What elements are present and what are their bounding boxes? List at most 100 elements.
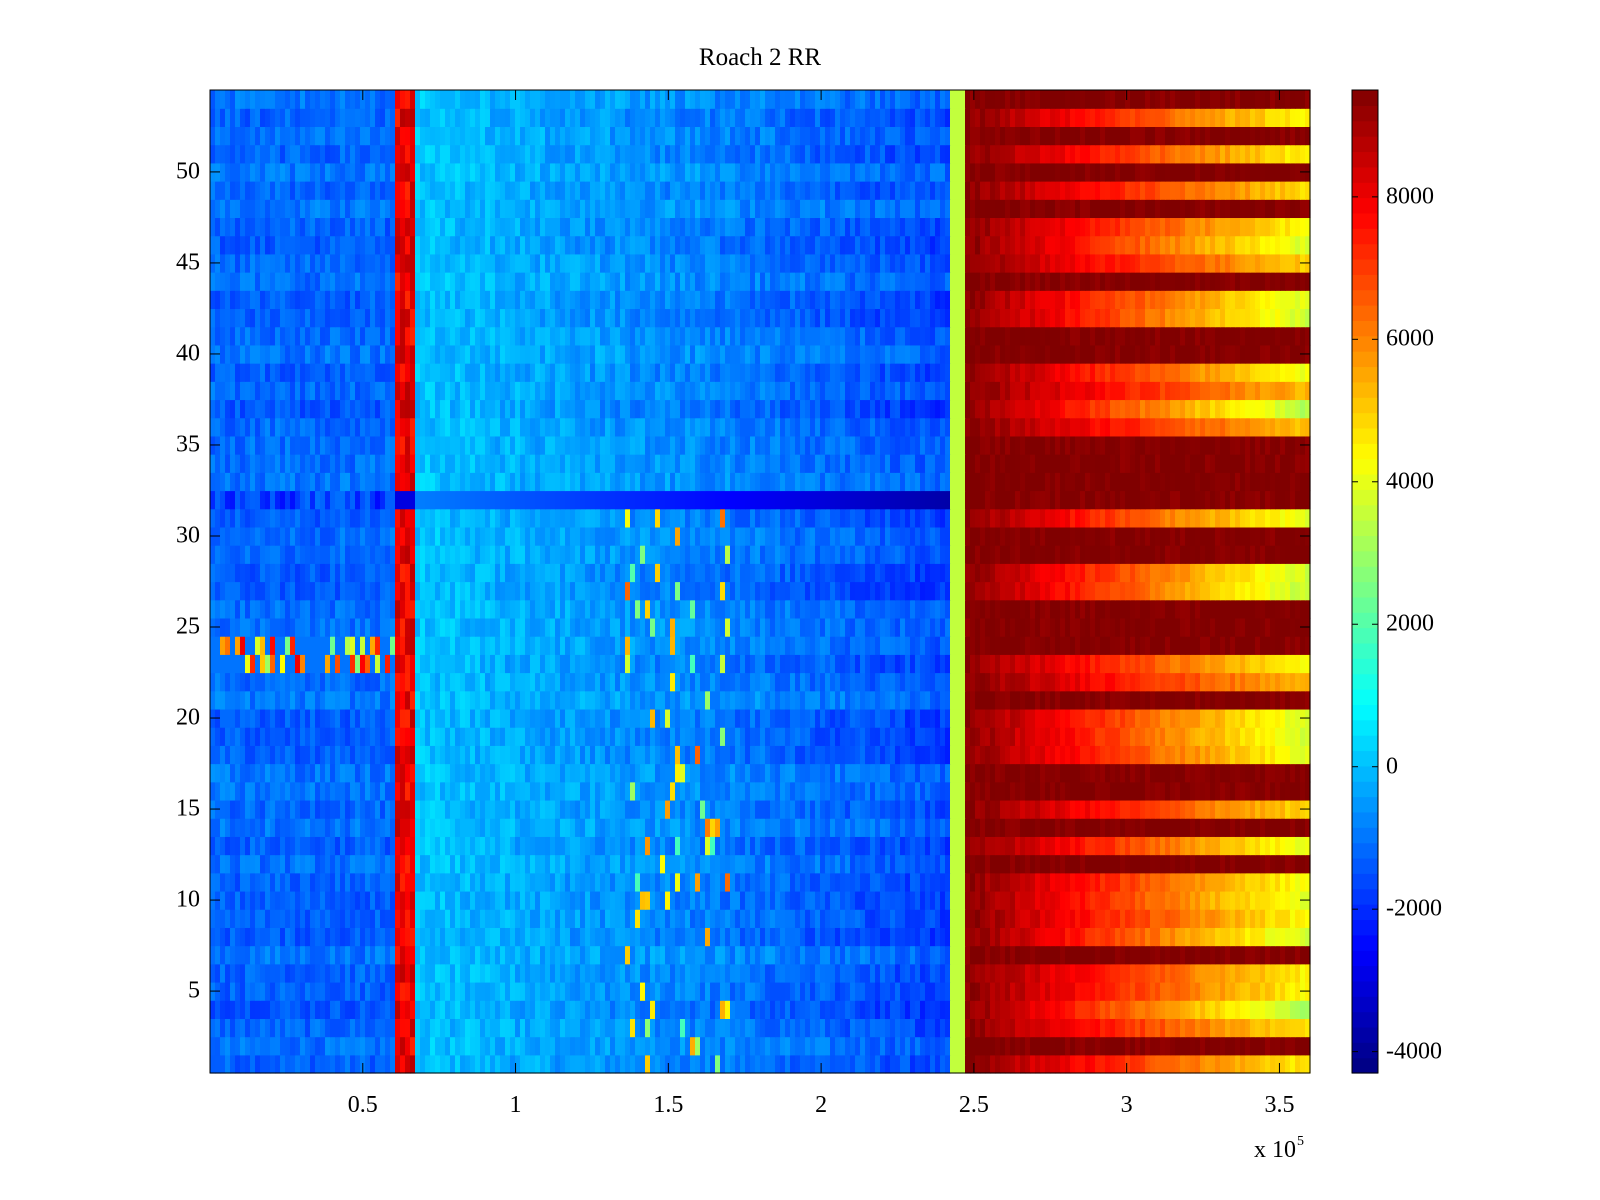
heatmap-cell: [400, 872, 406, 892]
heatmap-cell: [355, 836, 361, 856]
heatmap-cell: [505, 745, 511, 765]
heatmap-cell: [950, 836, 956, 856]
heatmap-cell: [1110, 981, 1116, 1001]
heatmap-plot-area[interactable]: [210, 90, 1311, 1074]
heatmap-cell: [560, 799, 566, 819]
heatmap-cell: [560, 654, 566, 674]
heatmap-cell: [960, 690, 966, 710]
heatmap-cell: [385, 872, 391, 892]
heatmap-cell: [655, 909, 661, 928]
heatmap-cell: [695, 818, 701, 837]
heatmap-cell: [815, 1054, 821, 1074]
heatmap-cell: [890, 981, 896, 1001]
heatmap-cell: [730, 1000, 736, 1019]
heatmap-cell: [730, 872, 736, 892]
heatmap-cell: [245, 690, 251, 710]
heatmap-cell: [1275, 781, 1281, 801]
heatmap-cell: [1210, 854, 1216, 874]
heatmap-cell: [590, 690, 596, 710]
heatmap-cell: [370, 1054, 376, 1074]
heatmap-cell: [920, 1000, 926, 1019]
heatmap-cell: [710, 727, 716, 746]
heatmap-cell: [825, 1036, 831, 1056]
heatmap-cell: [1165, 1036, 1171, 1056]
heatmap-cell: [625, 854, 631, 874]
heatmap-cell: [500, 836, 506, 856]
heatmap-cell: [485, 927, 491, 947]
heatmap-cell: [1095, 981, 1101, 1001]
heatmap-cell: [760, 1036, 766, 1056]
heatmap-cell: [545, 1054, 551, 1074]
heatmap-cell: [1280, 872, 1286, 892]
heatmap-cell: [530, 818, 536, 837]
heatmap-cell: [835, 708, 841, 728]
heatmap-cell: [830, 708, 836, 728]
heatmap-cell: [1140, 1018, 1146, 1038]
heatmap-cell: [215, 818, 221, 837]
heatmap-cell: [1045, 1000, 1051, 1019]
heatmap-cell: [875, 927, 881, 947]
heatmap-cell: [480, 763, 486, 783]
heatmap-cell: [1170, 745, 1176, 765]
heatmap-cell: [770, 1054, 776, 1074]
heatmap-cell: [1250, 763, 1256, 783]
heatmap-cell: [1265, 981, 1271, 1001]
heatmap-cell: [915, 799, 921, 819]
heatmap-cell: [305, 945, 311, 965]
heatmap-cell: [380, 836, 386, 856]
heatmap-cell: [815, 909, 821, 928]
heatmap-cell: [375, 854, 381, 874]
heatmap-cell: [400, 654, 406, 674]
heatmap-cell: [1240, 890, 1246, 910]
heatmap-cell: [435, 1054, 441, 1074]
heatmap-cell: [1050, 890, 1056, 910]
heatmap-cell: [645, 927, 651, 947]
heatmap-cell: [1135, 727, 1141, 746]
heatmap-cell: [1090, 727, 1096, 746]
heatmap-cell: [1125, 708, 1131, 728]
heatmap-cell: [425, 1018, 431, 1038]
heatmap-cell: [430, 672, 436, 692]
heatmap-cell: [900, 818, 906, 837]
heatmap-cell: [720, 909, 726, 928]
heatmap-cell: [1240, 927, 1246, 947]
heatmap-cell: [1150, 1018, 1156, 1038]
heatmap-cell: [1005, 927, 1011, 947]
heatmap-cell: [1010, 690, 1016, 710]
heatmap-cell: [775, 672, 781, 692]
heatmap-cell: [1080, 672, 1086, 692]
heatmap-cell: [1030, 727, 1036, 746]
heatmap-cell: [1020, 781, 1026, 801]
heatmap-cell: [465, 890, 471, 910]
heatmap-cell: [845, 763, 851, 783]
heatmap-cell: [550, 890, 556, 910]
heatmap-cell: [545, 836, 551, 856]
heatmap-cell: [635, 690, 641, 710]
heatmap-cell: [430, 727, 436, 746]
heatmap-cell: [570, 745, 576, 765]
heatmap-cell: [610, 745, 616, 765]
heatmap-cell: [1210, 781, 1216, 801]
heatmap-cell: [275, 1018, 281, 1038]
heatmap-cell: [610, 981, 616, 1001]
heatmap-cell: [430, 708, 436, 728]
heatmap-cell: [520, 909, 526, 928]
heatmap-cell: [1185, 745, 1191, 765]
heatmap-cell: [1205, 1054, 1211, 1074]
heatmap-cell: [865, 981, 871, 1001]
heatmap-cell: [715, 708, 721, 728]
heatmap-cell: [765, 690, 771, 710]
heatmap-cell: [1250, 799, 1256, 819]
figure-title: Roach 2 RR: [698, 44, 822, 71]
heatmap-cell: [1100, 672, 1106, 692]
heatmap-cell: [425, 945, 431, 965]
heatmap-cell: [215, 1000, 221, 1019]
heatmap-cell: [1030, 690, 1036, 710]
heatmap-cell: [260, 909, 266, 928]
heatmap-cell: [365, 872, 371, 892]
heatmap-cell: [370, 909, 376, 928]
heatmap-cell: [445, 763, 451, 783]
heatmap-cell: [980, 727, 986, 746]
heatmap-cell: [620, 836, 626, 856]
heatmap-cell: [520, 963, 526, 983]
